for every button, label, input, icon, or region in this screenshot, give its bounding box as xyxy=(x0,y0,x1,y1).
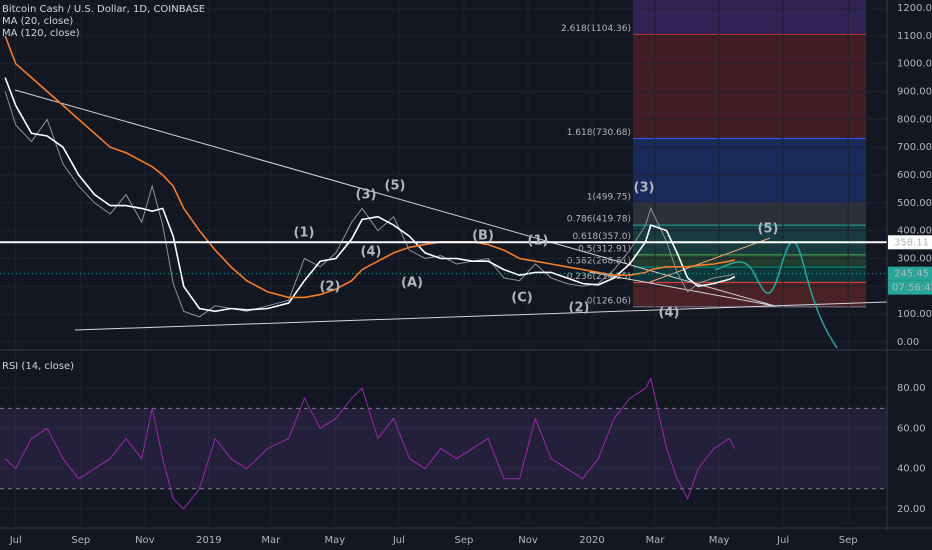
legend-entry: MA (20, close) xyxy=(2,16,73,27)
series-line xyxy=(4,376,736,510)
wave-label: (5) xyxy=(758,222,779,237)
fib-label: 0.5(312.91) xyxy=(578,244,631,254)
fib-zone xyxy=(633,34,866,139)
x-tick-label: Mar xyxy=(261,535,281,546)
x-tick-label: Sep xyxy=(839,535,858,546)
trend-line xyxy=(74,301,888,331)
fib-zone xyxy=(633,242,866,255)
y-tick-label: 20.00 xyxy=(897,504,926,515)
y-tick-label: 1000.00 xyxy=(897,59,932,70)
x-tick-label: 2019 xyxy=(196,535,221,546)
price-tag-label: 358.11 xyxy=(894,237,929,248)
fib-label: 1.618(730.68) xyxy=(567,128,631,138)
x-tick-label: Sep xyxy=(455,535,474,546)
wave-label: (4) xyxy=(659,306,680,321)
chart-title: Bitcoin Cash / U.S. Dollar, 1D, COINBASE xyxy=(2,4,205,15)
fib-label: 0.786(419.78) xyxy=(567,215,631,225)
x-tick-label: Jul xyxy=(392,535,405,546)
price-tag xyxy=(888,235,932,250)
fib-zone xyxy=(633,202,866,226)
x-tick-label: May xyxy=(709,535,730,546)
y-tick-label: 80.00 xyxy=(897,383,926,394)
y-tick-label: 100.00 xyxy=(897,309,932,320)
fib-zone xyxy=(633,254,866,268)
overlay: Jul Sep Nov 2019 Mar May Jul Sep Nov 2020 Mar May Ju… xyxy=(2,3,932,546)
x-tick-label: Jul xyxy=(776,535,789,546)
y-tick-label: 60.00 xyxy=(897,423,926,434)
wave-label: (5) xyxy=(385,179,406,194)
fib-label: 0.382(268.81) xyxy=(567,257,631,267)
drawings xyxy=(14,89,888,349)
x-tick-label: Sep xyxy=(71,535,90,546)
wave-label: (2) xyxy=(320,280,341,295)
fib-label: 0.236(214.25) xyxy=(567,272,631,282)
trend-line xyxy=(14,89,776,307)
wave-label: (B) xyxy=(472,229,494,244)
fib-label: 0.618(357.0) xyxy=(572,232,631,242)
wave-label: (2) xyxy=(569,301,590,316)
wave-label: (1) xyxy=(528,234,549,249)
x-tick-label: Jul xyxy=(9,535,22,546)
price-tag-label: 245.45 xyxy=(894,269,929,280)
rsi-band xyxy=(0,408,887,489)
fib-zone xyxy=(633,267,866,283)
y-tick-label: 1200.00 xyxy=(897,3,932,14)
plot xyxy=(0,35,887,510)
fib-zone xyxy=(633,138,866,203)
series-line xyxy=(4,77,736,313)
y-tick-label: 300.00 xyxy=(897,253,932,264)
wave-label: (3) xyxy=(356,188,377,203)
x-tick-label: Mar xyxy=(646,535,666,546)
legend-entry: MA (120, close) xyxy=(2,28,80,39)
grid xyxy=(0,0,887,525)
fib-label: 1(499.75) xyxy=(587,192,631,202)
trend-line xyxy=(589,271,776,307)
wave-label: (1) xyxy=(294,226,315,241)
fib-zone xyxy=(633,225,866,243)
rsi-title: RSI (14, close) xyxy=(2,361,74,372)
y-tick-label: 400.00 xyxy=(897,226,932,237)
y-tick-label: 700.00 xyxy=(897,142,932,153)
fib-label: 0(126.06) xyxy=(587,296,631,306)
y-tick-label: 1100.00 xyxy=(897,31,932,42)
wave-label: (3) xyxy=(634,181,655,196)
series-line xyxy=(4,91,735,318)
y-tick-label: 600.00 xyxy=(897,170,932,181)
y-tick-label: 500.00 xyxy=(897,198,932,209)
y-tick-label: 800.00 xyxy=(897,114,932,125)
fib-label: 2.618(1104.36) xyxy=(561,24,631,34)
x-tick-label: Nov xyxy=(135,535,155,546)
fib-zone xyxy=(633,0,866,35)
x-tick-label: Nov xyxy=(518,535,538,546)
wave-label: (4) xyxy=(361,245,382,260)
y-tick-label: 0.00 xyxy=(897,337,919,348)
countdown: 07:56:42 xyxy=(892,283,932,294)
x-tick-label: 2020 xyxy=(579,535,604,546)
countdown-tag xyxy=(888,280,932,295)
x-tick-label: May xyxy=(325,535,346,546)
trend-line xyxy=(649,237,771,283)
wave-label: (C) xyxy=(511,291,532,306)
projection xyxy=(714,241,838,349)
y-tick-label: 40.00 xyxy=(897,464,926,475)
price-tag xyxy=(888,266,932,281)
y-tick-label: 900.00 xyxy=(897,87,932,98)
wave-label: (A) xyxy=(401,276,423,291)
